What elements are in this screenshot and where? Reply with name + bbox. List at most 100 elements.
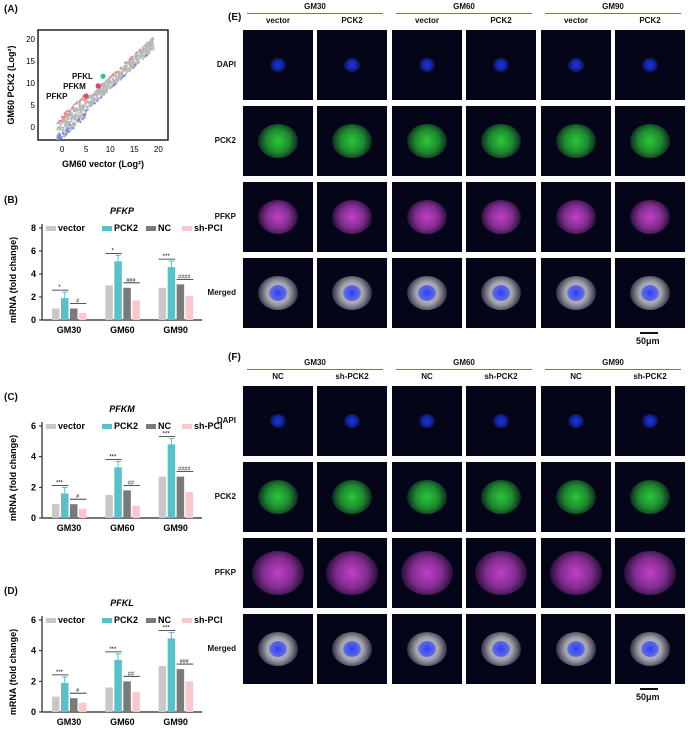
scatter-point [60,136,63,139]
x-axis-label: GM60 vector (Log²) [62,159,144,169]
column-header: vector [414,16,439,25]
sig-label: *** [163,625,171,631]
chart-title: PFKL [110,598,134,608]
x-tick-label: GM30 [57,523,82,533]
micrograph-merged [541,614,611,684]
scatter-point [134,64,137,67]
cell-blob [550,551,602,596]
scatter-point [129,61,132,64]
scatter-point [151,38,154,41]
scatter-point [84,110,87,114]
micrograph-pfkp [615,182,685,252]
micrograph-pfkp [243,182,313,252]
x-tick-label: 0 [60,145,65,154]
y-tick-label: 8 [31,223,36,233]
bar-nc [176,669,185,712]
bar-sh-pck2 [79,313,87,320]
scatter-point [149,46,152,49]
scatter-point [69,111,72,115]
legend-label-vector: vector [58,223,86,233]
micrograph-pfkp [541,538,611,608]
bar-pck2 [167,444,176,518]
micrograph-pfkp [392,538,462,608]
legend-label-nc: NC [158,421,171,431]
cell-blob [630,480,670,515]
scatter-point [67,116,70,119]
y-axis-label: mRNA (fold change) [8,629,18,715]
cell-blob [481,200,521,235]
scatter-point [75,112,78,116]
column-header: PCK2 [490,16,512,25]
scatter-point [100,95,103,99]
bar-sh-pck2 [79,508,87,518]
nucleus-blob [343,285,361,301]
scatter-point [81,118,84,121]
group-rule [545,13,681,14]
scatter-point [77,111,80,114]
y-tick-label: 0 [31,513,36,523]
x-tick-label: GM30 [57,717,82,727]
scatter-point [78,118,81,121]
scatter-point [106,86,109,89]
scatter-point [152,45,155,48]
scatter-point [91,98,94,101]
bar-pck2 [114,467,122,518]
micrograph-merged [615,614,685,684]
column-header: NC [570,372,582,381]
scatter-point [81,112,84,115]
scatter-point [79,98,82,101]
scatter-point [60,122,63,125]
scatter-point [77,120,80,123]
scatter-point [134,55,137,58]
scatter-point [145,46,148,49]
cell-blob [332,200,372,235]
bar-vector [158,287,167,320]
micrograph-dapi [317,386,387,456]
bar-sh-pck2 [185,295,194,320]
column-header: vector [265,16,290,25]
scatter-point [65,128,68,131]
highlight-point-pfkm [95,83,101,89]
scatter-point [126,70,129,73]
panel-c-label: (C) [4,392,18,403]
scatter-point [59,133,62,136]
nucleus-blob [418,641,436,657]
micrograph-merged [615,258,685,328]
row-label-dapi: DAPI [216,416,236,425]
panel-a-label: (A) [4,4,18,15]
group-header-gm60: GM60 [453,2,475,11]
scatter-point [122,68,125,71]
nucleus-blob [492,285,510,301]
cell-blob [568,414,584,428]
scatter-point [108,87,112,90]
scatter-point [102,84,105,87]
scatter-point [64,123,68,126]
nucleus-blob [641,641,659,657]
scatter-point [69,110,72,113]
cell-blob [407,124,447,159]
cell-blob [258,200,298,235]
scatter-point [70,114,73,117]
y-tick-label: 10 [26,79,35,88]
y-tick-label: 2 [31,676,36,686]
cell-blob [556,480,596,515]
scatter-point [139,49,143,52]
scatter-point [119,68,123,71]
group-header-gm30: GM30 [304,358,326,367]
legend-swatch-pck2 [102,424,112,429]
scale-bar [640,688,658,690]
scatter-point [100,88,103,91]
cell-blob [556,124,596,159]
bar-nc [70,308,78,320]
sig-label: # [76,494,80,500]
x-tick-label: 15 [130,145,139,154]
scatter-point [91,102,94,105]
scatter-point [101,88,105,91]
row-label-merged: Merged [207,644,236,653]
cell-blob [270,414,286,428]
legend-label-pck2: PCK2 [114,421,138,431]
scatter-point [100,85,103,88]
scatter-point [84,113,87,116]
cell-blob [344,58,360,72]
scatter-point [56,137,59,140]
